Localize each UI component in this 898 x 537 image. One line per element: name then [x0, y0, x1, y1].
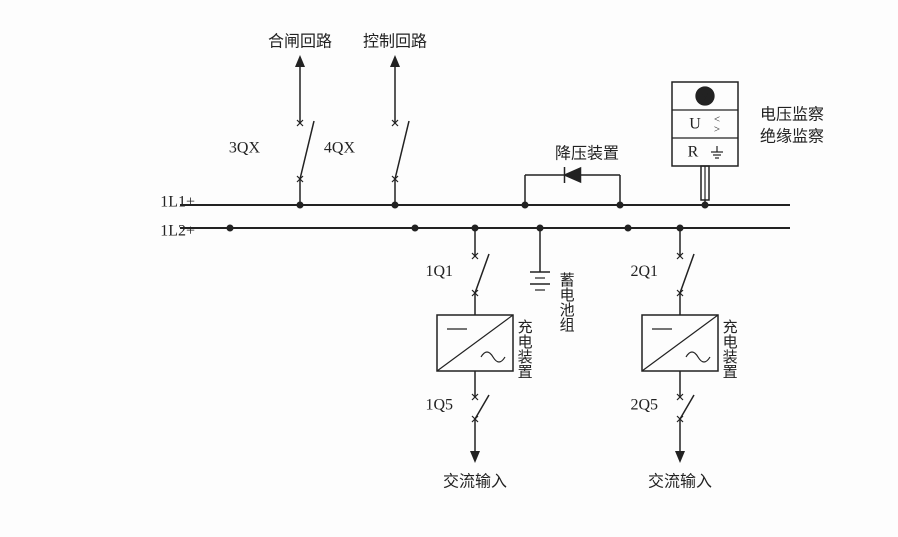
node-vr-left: [522, 202, 529, 209]
sw2-label-1: 2Q5: [630, 397, 658, 414]
diode-icon: [565, 168, 581, 182]
switch-2Q1: [680, 254, 694, 293]
monitor-u: U: [689, 116, 701, 133]
ac-icon: [686, 352, 710, 362]
sw2-label-0: 1Q5: [425, 397, 453, 414]
charger-label-1: 充电装置: [721, 319, 738, 379]
node-charger1-bus: [677, 225, 684, 232]
node-monitor-bus: [702, 202, 709, 209]
sw1-label-0: 1Q1: [425, 263, 453, 280]
bus-1l1-label: 1L1+: [160, 194, 195, 211]
monitor-r: R: [688, 144, 699, 161]
node-s2-bus: [392, 202, 399, 209]
switch-3QX: [300, 121, 314, 179]
node-bus-left: [227, 225, 234, 232]
bus-1l2-label: 1L2+: [160, 223, 195, 240]
switch-label-s2: 4QX: [324, 140, 356, 157]
node-charger1-stub: [625, 225, 632, 232]
voltmeter-v: V: [701, 89, 710, 103]
voltage-reducer-label: 降压装置: [555, 145, 619, 163]
battery-label: 蓄电池组: [558, 272, 575, 332]
node-vr-right: [617, 202, 624, 209]
switch-1Q1: [475, 254, 489, 293]
node-battery-bus: [537, 225, 544, 232]
ac-input-label-0: 交流输入: [443, 473, 507, 491]
top-arrow-label-s1: 合闸回路: [268, 33, 332, 51]
node-charger0-bus: [472, 225, 479, 232]
node-s1-bus: [297, 202, 304, 209]
svg-text:>: >: [714, 124, 720, 136]
ac-input-label-1: 交流输入: [648, 473, 712, 491]
ac-icon: [481, 352, 505, 362]
charger-label-0: 充电装置: [516, 319, 533, 379]
monitor-label-2: 绝缘监察: [760, 128, 824, 146]
top-arrow-label-s2: 控制回路: [363, 33, 427, 51]
node-charger0-stub: [412, 225, 419, 232]
sw1-label-1: 2Q1: [630, 263, 658, 280]
monitor-label-1: 电压监察: [760, 105, 824, 123]
switch-4QX: [395, 121, 409, 179]
switch-label-s1: 3QX: [229, 140, 261, 157]
